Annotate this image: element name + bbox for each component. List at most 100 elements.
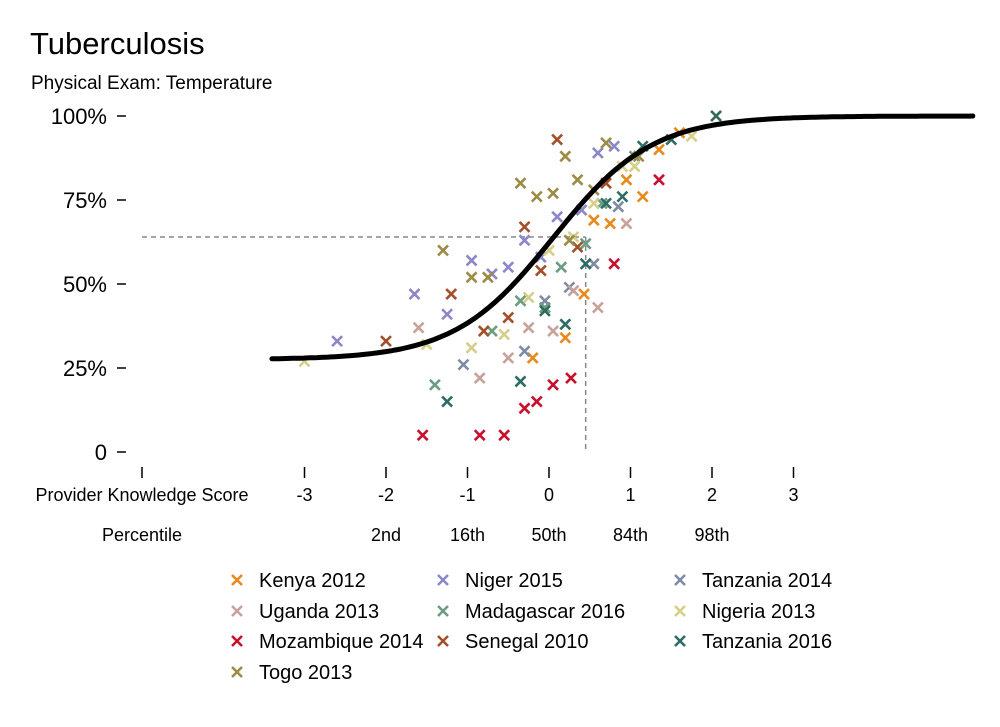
point-stroke	[685, 130, 698, 143]
data-point	[555, 261, 568, 274]
legend-marker	[437, 605, 449, 617]
y-tick-label: 25%	[63, 356, 107, 381]
data-point	[530, 190, 543, 203]
point-stroke	[416, 429, 429, 442]
point-stroke	[547, 325, 559, 337]
point-stroke	[565, 372, 577, 384]
point-stroke	[231, 666, 243, 678]
point-stroke	[608, 257, 621, 270]
y-tick-label: 100%	[51, 104, 107, 129]
point-stroke	[575, 204, 588, 216]
point-stroke	[674, 635, 686, 647]
x-tick-label: -2	[378, 485, 394, 505]
point-stroke	[445, 288, 458, 300]
point-stroke	[567, 284, 580, 297]
data-point	[416, 429, 429, 442]
x-tick-label: -1	[459, 485, 475, 505]
data-point	[620, 217, 633, 230]
data-point	[514, 294, 527, 307]
data-point	[502, 311, 515, 324]
point-stroke	[502, 352, 515, 364]
data-point	[380, 335, 392, 348]
y-tick-label: 0	[95, 440, 107, 465]
point-stroke	[620, 173, 633, 186]
point-stroke	[408, 288, 421, 300]
point-stroke	[653, 143, 665, 156]
point-stroke	[600, 197, 612, 210]
point-stroke	[587, 214, 600, 227]
point-stroke	[457, 358, 470, 371]
data-point	[539, 301, 551, 314]
point-stroke	[628, 160, 641, 173]
x-tick-label: 0	[544, 485, 554, 505]
data-point	[616, 190, 629, 203]
data-point	[518, 402, 531, 415]
point-stroke	[437, 574, 449, 586]
data-point	[565, 372, 577, 384]
legend-marker	[674, 574, 686, 586]
point-stroke	[591, 147, 604, 159]
point-stroke	[555, 261, 568, 274]
legend-marker	[231, 666, 243, 678]
data-point	[530, 395, 543, 408]
point-stroke	[579, 257, 592, 270]
data-point	[473, 429, 486, 442]
legend-label: Togo 2013	[259, 662, 352, 684]
data-point	[408, 288, 421, 300]
x-axis-row-label: Provider Knowledge Score	[35, 485, 248, 505]
data-point	[604, 217, 617, 230]
data-point	[539, 304, 551, 317]
data-point	[587, 214, 600, 227]
data-point	[559, 150, 572, 163]
data-point	[441, 395, 454, 408]
point-stroke	[612, 200, 625, 213]
point-stroke	[530, 190, 543, 203]
point-stroke	[616, 190, 629, 203]
point-stroke	[231, 574, 243, 586]
data-point	[547, 187, 559, 200]
point-stroke	[600, 136, 612, 149]
data-point	[518, 234, 531, 247]
data-point	[457, 358, 470, 371]
data-point	[547, 325, 559, 337]
chart-title: Tuberculosis	[30, 26, 205, 61]
data-point	[579, 257, 592, 270]
chart-subtitle: Physical Exam: Temperature	[31, 73, 273, 94]
point-stroke	[518, 220, 531, 233]
data-point	[498, 429, 511, 442]
data-point	[547, 378, 559, 391]
data-point	[653, 143, 665, 156]
point-stroke	[518, 234, 531, 247]
point-stroke	[587, 197, 600, 210]
data-point	[518, 220, 531, 233]
point-stroke	[534, 264, 547, 277]
y-tick-label: 75%	[63, 188, 107, 213]
point-stroke	[437, 605, 449, 617]
point-stroke	[600, 177, 612, 190]
data-point	[465, 271, 478, 284]
point-stroke	[522, 321, 535, 334]
point-stroke	[547, 378, 559, 391]
point-stroke	[231, 605, 243, 617]
data-point	[465, 254, 478, 267]
point-stroke	[563, 234, 576, 247]
data-point	[498, 328, 511, 341]
point-stroke	[380, 335, 392, 348]
point-stroke	[498, 429, 511, 442]
point-stroke	[498, 328, 511, 341]
point-stroke	[465, 341, 478, 354]
data-point	[628, 160, 641, 173]
data-point	[559, 318, 572, 331]
point-stroke	[465, 254, 478, 267]
point-stroke	[514, 177, 527, 190]
point-stroke	[578, 288, 590, 300]
legend-label: Senegal 2010	[465, 631, 588, 653]
legend-label: Mozambique 2014	[259, 631, 424, 653]
data-point	[591, 301, 604, 314]
data-point	[600, 136, 612, 149]
data-point	[612, 200, 625, 213]
legend-marker	[674, 635, 686, 647]
point-stroke	[653, 173, 665, 186]
fitted-curve	[269, 113, 976, 362]
